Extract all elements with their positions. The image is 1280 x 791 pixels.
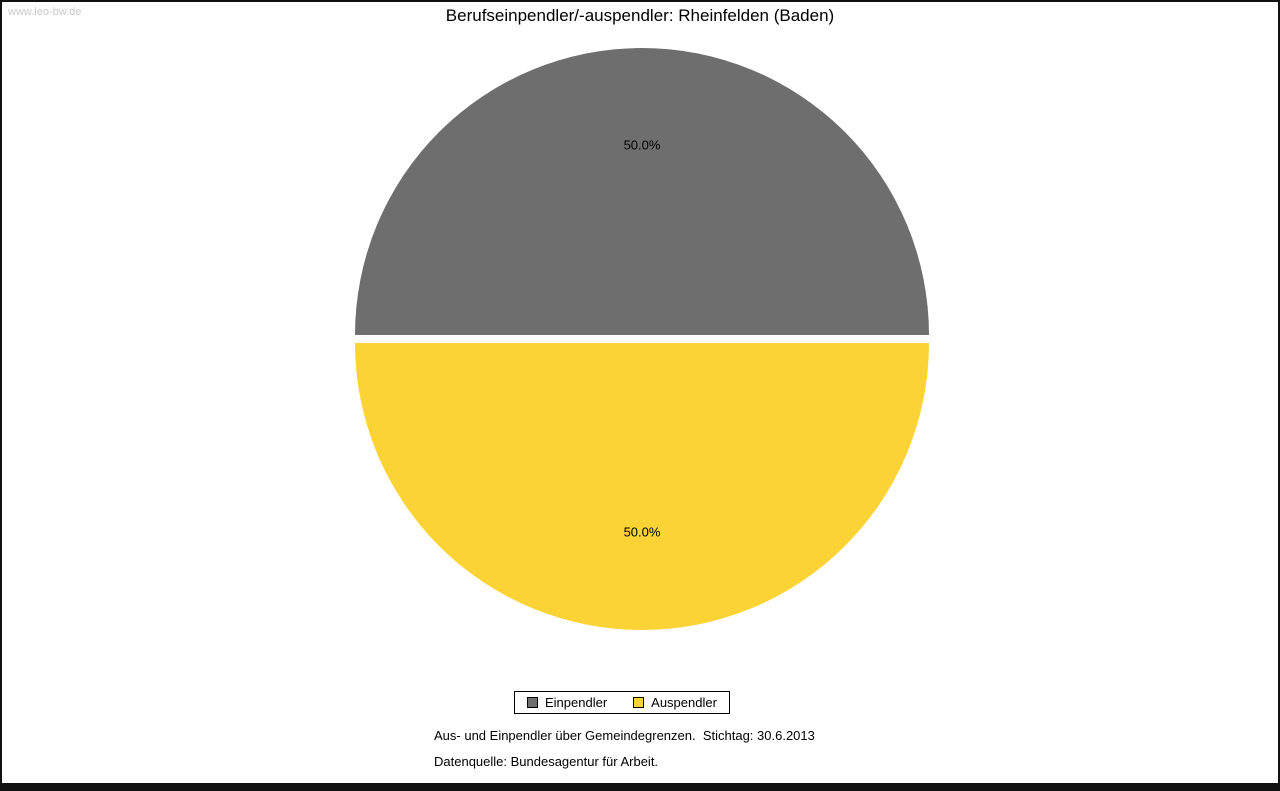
einpendler-swatch-icon	[527, 697, 538, 708]
legend-item-einpendler: Einpendler	[527, 695, 607, 710]
legend-item-auspendler: Auspendler	[633, 695, 717, 710]
legend: Einpendler Auspendler	[514, 691, 730, 714]
pie-slice-label-einpendler: 50.0%	[624, 138, 661, 153]
auspendler-swatch-icon	[633, 697, 645, 708]
footnote-source-date: Aus- und Einpendler über Gemeindegrenzen…	[434, 728, 815, 743]
chart-title: Berufseinpendler/-auspendler: Rheinfelde…	[445, 6, 835, 25]
legend-label-einpendler: Einpendler	[545, 695, 608, 710]
pie-slice-auspendler	[355, 343, 929, 630]
pie-slice-einpendler	[355, 48, 929, 335]
footnote-data-source: Datenquelle: Bundesagentur für Arbeit.	[434, 754, 659, 769]
pie-slice-label-auspendler: 50.0%	[624, 524, 661, 539]
legend-label-auspendler: Auspendler	[651, 695, 717, 710]
watermark: www.leo-bw.de	[8, 6, 82, 18]
